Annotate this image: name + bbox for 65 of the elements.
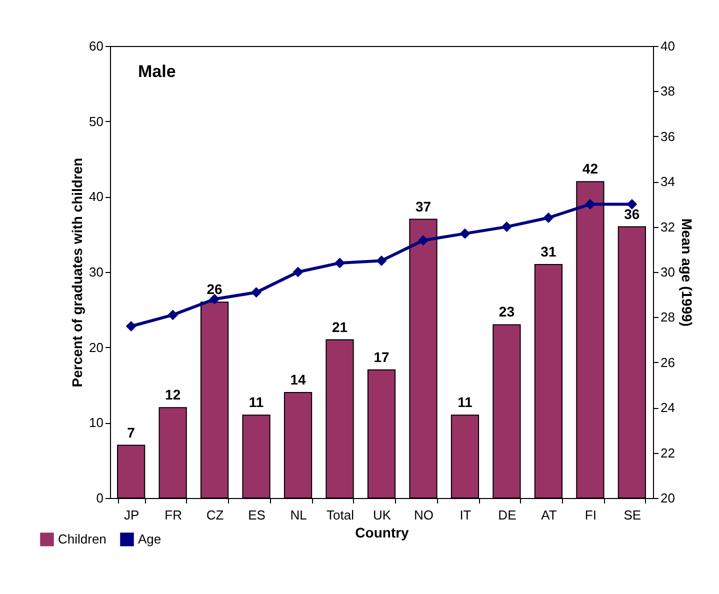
point: [626, 198, 638, 210]
point: [292, 266, 304, 278]
y2-tick-label: 22: [660, 445, 675, 460]
point: [460, 228, 470, 239]
data-label: 11: [248, 394, 264, 410]
x-tick-label: NO: [414, 508, 434, 522]
x-tick-label: CZ: [206, 508, 224, 522]
point: [168, 310, 178, 320]
data-label: 17: [374, 348, 390, 365]
data-label: 31: [540, 243, 556, 260]
bar: [450, 414, 480, 498]
y2-tick-label: 32: [660, 219, 675, 234]
y-axis-title: Percent of graduates with children: [69, 158, 86, 388]
legend-label: Children: [58, 531, 106, 546]
data-label: 23: [498, 304, 515, 320]
point: [209, 294, 220, 304]
y2-tick-label: 20: [660, 490, 675, 506]
point: [334, 258, 346, 268]
point: [584, 198, 596, 210]
data-label: 11: [458, 394, 473, 410]
data-label: 21: [332, 318, 348, 335]
y-tick-label: 40: [89, 189, 104, 204]
point: [376, 255, 387, 266]
y-tick-label: 20: [89, 340, 104, 355]
data-label: 12: [165, 386, 181, 403]
x-axis-title: Country: [355, 524, 410, 540]
x-tick-label: NL: [290, 508, 307, 522]
x-tick-label: Total: [326, 508, 354, 522]
x-tick-label: FR: [164, 508, 182, 522]
data-label: 36: [624, 206, 640, 222]
x-tick-label: SE: [624, 508, 642, 522]
y-tick-label: 10: [89, 415, 104, 430]
data-label: 14: [290, 372, 306, 388]
annotation: Male: [138, 62, 176, 81]
y2-tick-label: 24: [660, 400, 675, 416]
point: [418, 235, 428, 246]
y-tick-label: 30: [89, 264, 104, 280]
bar: [284, 392, 312, 498]
x-tick-label: IT: [460, 508, 472, 522]
point: [251, 287, 262, 298]
point: [126, 320, 136, 332]
y2-tick-label: 38: [660, 84, 675, 99]
data-label: 7: [127, 424, 136, 440]
y-tick-label: 0: [96, 490, 104, 506]
data-label: 26: [206, 281, 223, 298]
data-label: 42: [582, 160, 598, 177]
y-tick-label: 60: [89, 38, 104, 54]
y2-tick-label: 34: [660, 174, 675, 190]
point: [501, 222, 512, 232]
y2-tick-label: 28: [660, 310, 675, 325]
point: [543, 212, 554, 224]
y2-tick-label: 30: [660, 264, 675, 280]
y2-tick-label: 36: [660, 128, 675, 144]
x-tick-label: UK: [372, 508, 392, 522]
x-tick-label: DE: [498, 508, 517, 522]
x-tick-label: AT: [541, 508, 557, 522]
legend-label: Age: [138, 531, 162, 546]
y2-tick-label: 26: [660, 354, 675, 370]
data-label: 37: [415, 198, 432, 214]
y2-axis-title: Mean age (1999): [678, 218, 695, 327]
x-tick-label: JP: [124, 508, 140, 522]
y-tick-label: 50: [89, 114, 104, 129]
x-tick-label: FI: [584, 508, 596, 522]
y2-tick-label: 40: [660, 38, 675, 54]
x-tick-label: ES: [248, 508, 266, 522]
